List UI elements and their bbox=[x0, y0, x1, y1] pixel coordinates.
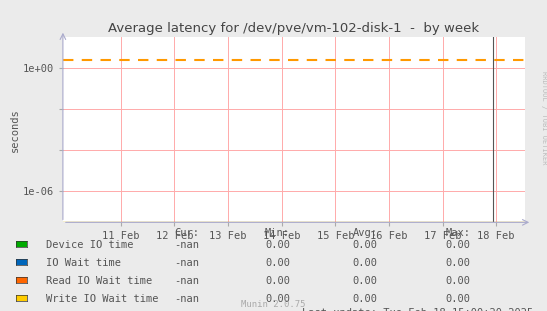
Text: 0.00: 0.00 bbox=[445, 258, 470, 268]
Y-axis label: seconds: seconds bbox=[10, 108, 20, 152]
Text: 0.00: 0.00 bbox=[352, 258, 377, 268]
Text: Last update: Tue Feb 18 15:00:20 2025: Last update: Tue Feb 18 15:00:20 2025 bbox=[302, 308, 533, 311]
Text: 0.00: 0.00 bbox=[265, 276, 290, 286]
Text: Min:: Min: bbox=[265, 228, 290, 238]
Text: -nan: -nan bbox=[174, 240, 200, 250]
Text: 0.00: 0.00 bbox=[265, 240, 290, 250]
Text: Cur:: Cur: bbox=[174, 228, 200, 238]
Text: 0.00: 0.00 bbox=[445, 276, 470, 286]
Text: Munin 2.0.75: Munin 2.0.75 bbox=[241, 300, 306, 309]
Text: RRDTOOL / TOBI OETIKER: RRDTOOL / TOBI OETIKER bbox=[542, 72, 547, 165]
Text: 0.00: 0.00 bbox=[352, 240, 377, 250]
Text: IO Wait time: IO Wait time bbox=[46, 258, 121, 268]
Text: Avg:: Avg: bbox=[352, 228, 377, 238]
Text: Device IO time: Device IO time bbox=[46, 240, 134, 250]
Text: -nan: -nan bbox=[174, 294, 200, 304]
Text: 0.00: 0.00 bbox=[352, 294, 377, 304]
Text: Max:: Max: bbox=[445, 228, 470, 238]
Text: 0.00: 0.00 bbox=[265, 294, 290, 304]
Text: -nan: -nan bbox=[174, 258, 200, 268]
Title: Average latency for /dev/pve/vm-102-disk-1  -  by week: Average latency for /dev/pve/vm-102-disk… bbox=[108, 22, 480, 35]
Text: 0.00: 0.00 bbox=[352, 276, 377, 286]
Text: -nan: -nan bbox=[174, 276, 200, 286]
Text: Read IO Wait time: Read IO Wait time bbox=[46, 276, 153, 286]
Text: 0.00: 0.00 bbox=[445, 240, 470, 250]
Text: Write IO Wait time: Write IO Wait time bbox=[46, 294, 159, 304]
Text: 0.00: 0.00 bbox=[265, 258, 290, 268]
Text: 0.00: 0.00 bbox=[445, 294, 470, 304]
